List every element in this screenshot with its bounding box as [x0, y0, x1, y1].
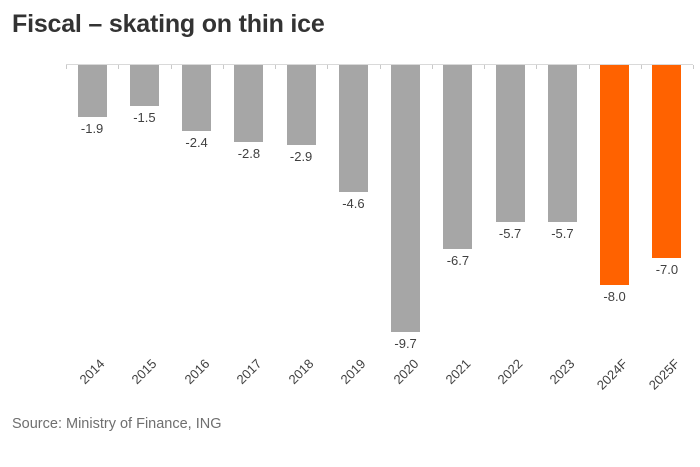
value-label-2019: -4.6: [342, 196, 365, 211]
bar-2017: [234, 65, 264, 142]
x-axis-tick: [693, 65, 694, 69]
x-axis-label-2018: 2018: [285, 356, 317, 388]
x-axis-tick: [327, 65, 329, 69]
x-axis-tick: [431, 65, 433, 69]
x-axis-label-2017: 2017: [233, 356, 265, 388]
x-axis-tick: [170, 65, 172, 69]
x-axis-line: [66, 64, 693, 65]
x-axis-label-2014: 2014: [76, 356, 108, 388]
source-note: Source: Ministry of Finance, ING: [12, 416, 222, 432]
chart-title: Fiscal – skating on thin ice: [12, 10, 325, 38]
x-axis-tick: [66, 65, 67, 69]
x-axis-tick: [588, 65, 590, 69]
value-label-2017: -2.8: [237, 146, 261, 161]
bar-2020: [391, 65, 421, 332]
x-axis-label-2020: 2020: [390, 356, 422, 388]
value-label-2025F: -7.0: [655, 262, 679, 277]
bar-2015: [129, 65, 159, 106]
value-label-2018: -2.9: [289, 149, 313, 164]
bar-2019: [338, 65, 368, 192]
value-label-2015: -1.5: [133, 110, 156, 125]
value-label-2020: -9.7: [394, 336, 417, 351]
bar-2023: [547, 65, 577, 222]
x-axis-tick: [275, 65, 276, 69]
x-axis-tick: [118, 65, 120, 69]
x-axis-label-2019: 2019: [337, 356, 370, 388]
x-axis-label-2025F: 2025F: [645, 356, 683, 393]
bar-2014: [77, 65, 107, 117]
x-axis-label-2016: 2016: [181, 356, 213, 388]
x-axis-label-2015: 2015: [128, 356, 161, 388]
value-label-2021: -6.7: [446, 253, 470, 268]
x-axis-label-2024F: 2024F: [593, 356, 631, 393]
bar-2016: [182, 65, 212, 131]
x-axis-tick: [484, 65, 485, 69]
x-axis-tick: [222, 65, 224, 69]
x-axis-tick: [379, 65, 381, 69]
x-axis-label-2023: 2023: [546, 356, 579, 388]
value-label-2016: -2.4: [185, 135, 208, 150]
x-axis-label-2022: 2022: [494, 356, 526, 388]
value-label-2022: -5.7: [498, 226, 522, 241]
bar-2022: [495, 65, 525, 222]
x-axis-label-2021: 2021: [442, 356, 474, 388]
bar-2021: [443, 65, 473, 249]
value-label-2023: -5.7: [551, 226, 574, 241]
x-axis-tick: [536, 65, 538, 69]
bar-2018: [286, 65, 316, 145]
value-label-2014: -1.9: [80, 121, 104, 136]
value-label-2024F: -8.0: [603, 289, 626, 304]
bar-2024F: [600, 65, 630, 285]
x-axis-tick: [640, 65, 642, 69]
bar-2025F: [652, 65, 682, 258]
